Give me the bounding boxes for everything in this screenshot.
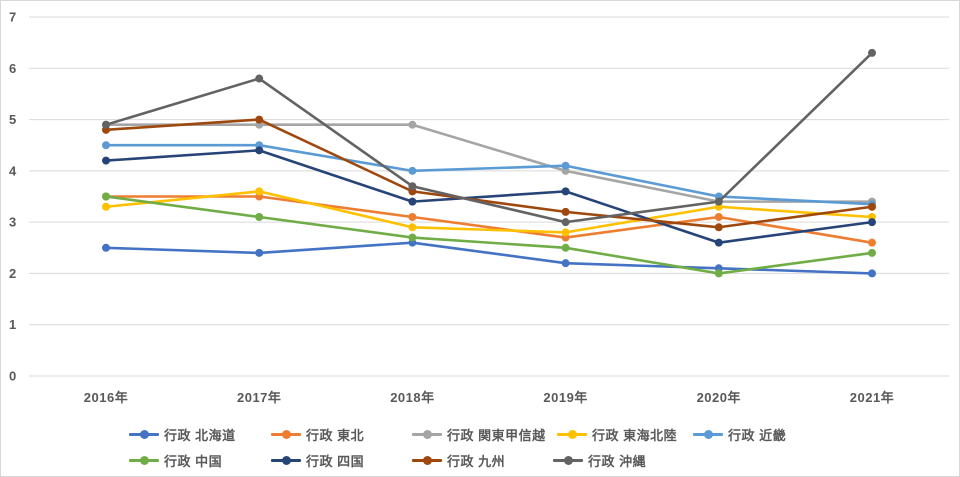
y-axis-tick-label: 7 <box>9 10 16 25</box>
data-point <box>868 202 876 211</box>
y-axis-tick-label: 6 <box>9 61 16 76</box>
x-axis-tick-label: 2021年 <box>850 390 894 405</box>
x-axis-tick-label: 2016年 <box>84 390 128 405</box>
data-point <box>255 146 264 155</box>
data-point <box>561 243 570 252</box>
x-axis-tick-label: 2019年 <box>543 390 587 405</box>
data-point <box>714 238 723 247</box>
series-5 <box>102 192 876 278</box>
series-7 <box>102 115 876 232</box>
data-point <box>714 269 723 278</box>
data-point <box>102 120 110 129</box>
data-point <box>868 218 876 227</box>
data-point <box>255 74 264 83</box>
data-point <box>102 192 110 201</box>
x-axis-tick-label: 2018年 <box>390 390 434 405</box>
y-axis-tick-label: 3 <box>9 215 16 230</box>
data-point <box>868 238 876 247</box>
data-point <box>408 233 417 242</box>
data-point <box>102 156 110 165</box>
data-point <box>561 228 570 237</box>
data-point <box>561 161 570 170</box>
y-axis-tick-label: 1 <box>9 317 16 332</box>
data-point <box>561 187 570 196</box>
series-line <box>104 190 874 234</box>
data-point <box>255 115 264 124</box>
data-point <box>408 120 417 129</box>
data-point <box>714 197 723 206</box>
data-point <box>561 218 570 227</box>
data-point <box>408 213 417 222</box>
data-point <box>408 197 417 206</box>
data-point <box>408 182 417 191</box>
data-point <box>102 141 110 150</box>
series-line <box>104 51 874 224</box>
series-line <box>104 143 874 206</box>
data-point <box>868 48 876 57</box>
data-point <box>714 213 723 222</box>
y-axis-tick-label: 0 <box>9 369 16 384</box>
data-point <box>868 248 876 257</box>
series-line <box>104 123 874 203</box>
y-axis-tick-label: 2 <box>9 266 16 281</box>
data-point <box>102 243 110 252</box>
data-point <box>102 202 110 211</box>
data-point <box>408 166 417 175</box>
series-6 <box>102 146 876 247</box>
data-point <box>408 223 417 232</box>
series-4 <box>102 141 876 209</box>
x-axis-tick-label: 2017年 <box>237 390 281 405</box>
data-point <box>255 213 264 222</box>
series-0 <box>102 238 876 278</box>
y-axis-tick-label: 5 <box>9 112 16 127</box>
data-point <box>255 248 264 257</box>
data-point <box>561 259 570 268</box>
data-point <box>714 223 723 232</box>
series-line <box>104 195 874 275</box>
y-axis-tick-label: 4 <box>9 163 17 178</box>
data-point <box>561 207 570 216</box>
series-line <box>104 195 874 244</box>
data-point <box>868 269 876 278</box>
series-line <box>104 149 874 244</box>
series-8 <box>102 48 876 227</box>
data-point <box>255 187 264 196</box>
series-line <box>104 118 874 229</box>
x-axis-tick-label: 2020年 <box>697 390 741 405</box>
